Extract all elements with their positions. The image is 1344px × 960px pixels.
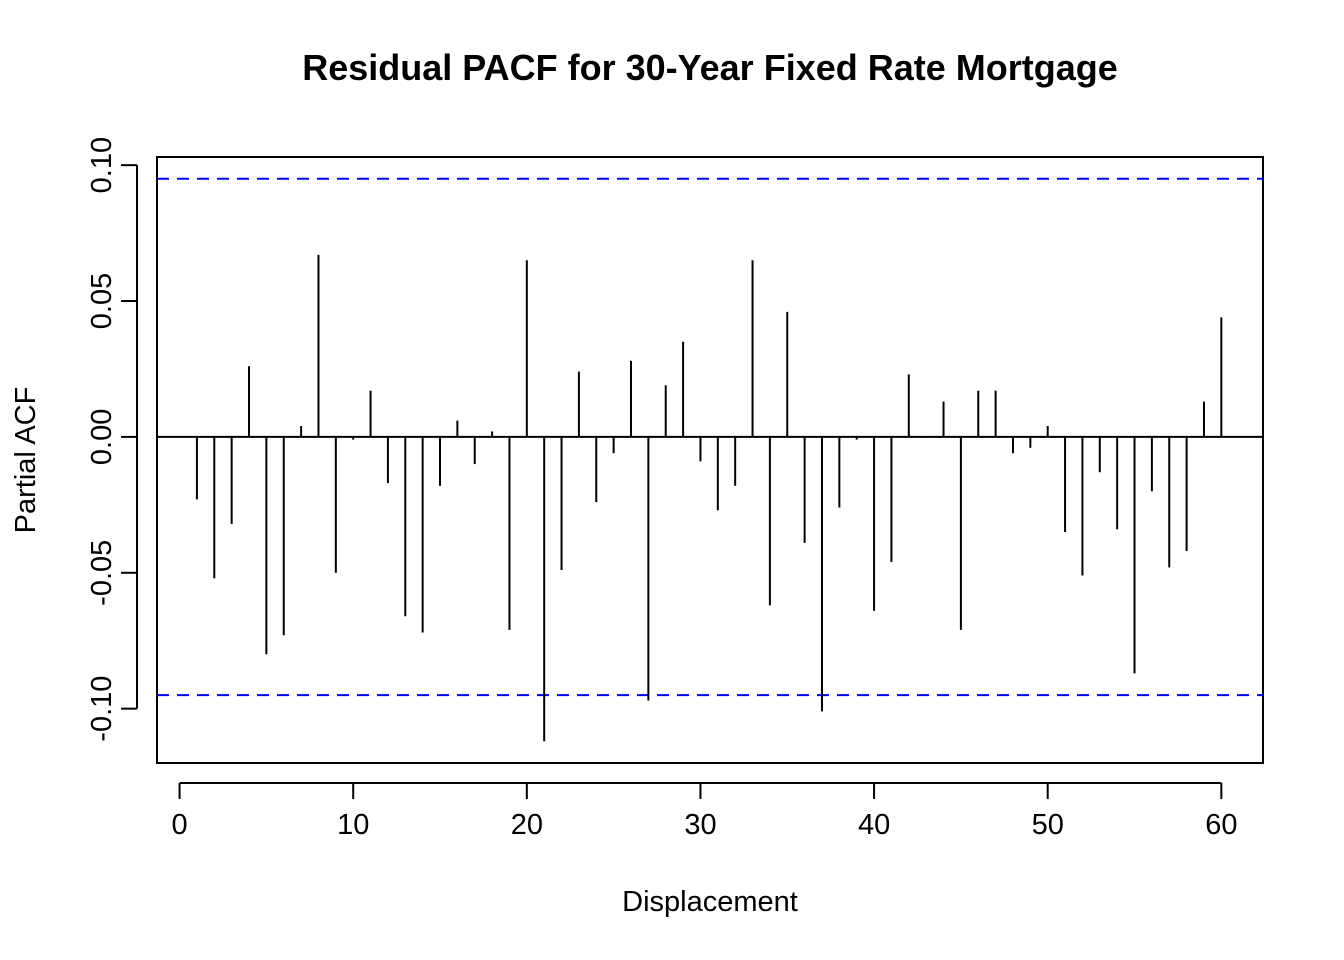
pacf-bars [195,254,1223,742]
x-tick-label-40: 40 [858,809,890,841]
y-tick-label-4: 0.10 [86,137,118,193]
y-tick-label-1: -0.05 [86,540,118,606]
x-tick-label-20: 20 [511,809,543,841]
y-tick-label-2: 0.00 [86,409,118,465]
x-tick-label-60: 60 [1205,809,1237,841]
y-tick-label-3: 0.05 [86,273,118,329]
y-axis: -0.10 -0.05 0.00 0.05 0.10 [86,137,138,742]
plot-frame [156,156,1264,764]
x-axis: 0 10 20 30 40 50 60 [172,782,1237,841]
x-tick-label-50: 50 [1032,809,1064,841]
x-tick-label-10: 10 [337,809,369,841]
y-tick-label-0: -0.10 [86,676,118,742]
chart-title: Residual PACF for 30-Year Fixed Rate Mor… [302,47,1118,88]
x-axis-label: Displacement [622,886,798,918]
x-tick-label-0: 0 [172,809,188,841]
y-axis-label: Partial ACF [10,387,42,534]
x-tick-label-30: 30 [684,809,716,841]
confidence-bounds [157,177,1263,697]
